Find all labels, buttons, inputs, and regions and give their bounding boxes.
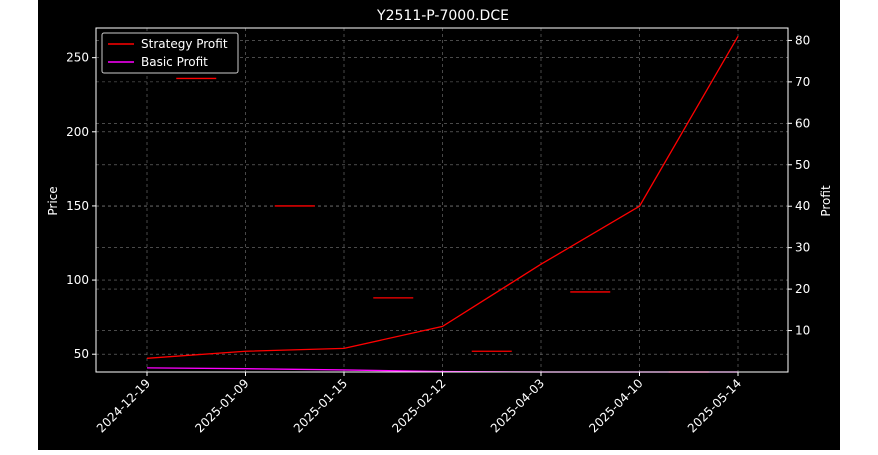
chart-background	[38, 0, 840, 450]
y2-tick-label: 70	[795, 75, 810, 89]
y2-tick-label: 40	[795, 199, 810, 213]
y2-tick-label: 10	[795, 324, 810, 338]
y-tick-label: 200	[66, 125, 89, 139]
y2-tick-label: 80	[795, 33, 810, 47]
y-axis-label: Price	[46, 186, 60, 215]
chart-title: Y2511-P-7000.DCE	[376, 8, 509, 24]
y-tick-label: 100	[66, 273, 89, 287]
y-tick-label: 50	[74, 347, 89, 361]
legend: Strategy Profit Basic Profit	[101, 32, 239, 74]
y-tick-label: 150	[66, 199, 89, 213]
right-axis: 10 20 30 40 50 60 70 80	[788, 33, 810, 338]
y2-axis-label: Profit	[819, 185, 833, 217]
series-line-strategy-profit	[146, 35, 739, 359]
legend-label-strategy-profit: Strategy Profit	[141, 37, 228, 51]
y2-tick-label: 50	[795, 158, 810, 172]
y-tick-label: 250	[66, 51, 89, 65]
y2-tick-label: 60	[795, 116, 810, 130]
y2-tick-label: 20	[795, 282, 810, 296]
legend-box	[101, 32, 239, 74]
left-axis: 50 100 150 200 250	[66, 51, 96, 361]
y2-tick-label: 30	[795, 241, 810, 255]
legend-label-basic-profit: Basic Profit	[141, 55, 208, 69]
